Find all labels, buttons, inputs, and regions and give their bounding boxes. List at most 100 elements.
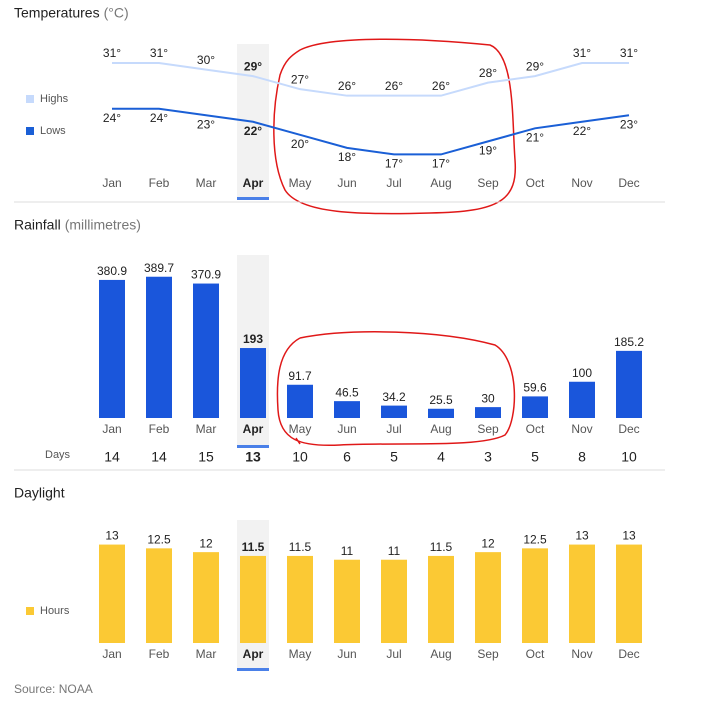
- annotation-circle: [276, 331, 516, 447]
- highlight-underline: [237, 668, 269, 671]
- x-tick-label: Jun: [337, 176, 356, 190]
- x-tick-label: Sep: [477, 422, 499, 436]
- x-tick-label: Aug: [430, 422, 451, 436]
- data-label: 370.9: [191, 268, 221, 282]
- bar: [381, 559, 407, 643]
- bar: [146, 548, 172, 643]
- x-tick-label: Oct: [526, 422, 545, 436]
- data-label: 11.5: [242, 540, 265, 554]
- highlight-underline: [237, 445, 269, 448]
- x-tick-label: Sep: [477, 647, 499, 661]
- bar: [240, 555, 266, 643]
- days-value: 5: [531, 449, 539, 465]
- bar: [146, 276, 172, 418]
- data-label: 28°: [479, 66, 497, 80]
- legend-label: Hours: [40, 605, 70, 617]
- bar: [616, 544, 642, 643]
- data-label: 34.2: [382, 390, 406, 404]
- x-tick-label: Sep: [477, 176, 499, 190]
- legend-label: Lows: [40, 125, 66, 137]
- data-label: 31°: [620, 46, 638, 60]
- x-tick-label: Mar: [196, 422, 217, 436]
- data-label: 18°: [338, 150, 356, 164]
- x-tick-label: May: [289, 647, 312, 661]
- bar: [522, 548, 548, 643]
- data-label: 13: [105, 529, 119, 543]
- data-label: 17°: [385, 157, 403, 171]
- x-tick-label: Mar: [196, 647, 217, 661]
- days-value: 14: [104, 449, 120, 465]
- data-label: 27°: [291, 72, 309, 86]
- bar: [475, 407, 501, 418]
- panel-title: Daylight: [14, 485, 65, 501]
- data-label: 24°: [103, 111, 121, 125]
- x-tick-label: Jul: [386, 176, 401, 190]
- data-label: 185.2: [614, 335, 644, 349]
- panel-unit: (millimetres): [65, 217, 141, 233]
- x-tick-label: May: [289, 176, 312, 190]
- bar: [99, 544, 125, 643]
- bar: [334, 559, 360, 643]
- data-label: 12.5: [147, 533, 171, 547]
- data-label: 11: [388, 544, 401, 558]
- data-label: 23°: [197, 117, 215, 131]
- bar: [287, 384, 313, 418]
- x-tick-label: Jan: [102, 176, 121, 190]
- data-label: 31°: [103, 46, 121, 60]
- panel-title: Temperatures: [14, 5, 100, 21]
- panel-unit: (°C): [104, 5, 129, 21]
- bar: [616, 350, 642, 418]
- data-label: 11.5: [289, 540, 312, 554]
- data-label: 13: [575, 529, 589, 543]
- bar: [240, 348, 266, 418]
- data-label: 46.5: [335, 385, 359, 399]
- data-label: 91.7: [288, 369, 312, 383]
- data-label: 380.9: [97, 264, 127, 278]
- x-tick-label: Jun: [337, 647, 356, 661]
- days-value: 10: [292, 449, 308, 465]
- x-tick-label: Apr: [243, 422, 264, 436]
- data-label: 26°: [432, 79, 450, 93]
- bar: [428, 555, 454, 643]
- data-label: 31°: [150, 46, 168, 60]
- bar: [193, 552, 219, 643]
- x-tick-label: Apr: [243, 176, 264, 190]
- panel-title: Rainfall: [14, 217, 61, 233]
- x-tick-label: Oct: [526, 647, 545, 661]
- bar: [287, 555, 313, 643]
- days-value: 3: [484, 449, 492, 465]
- data-label: 23°: [620, 117, 638, 131]
- days-value: 4: [437, 449, 445, 465]
- bar: [569, 544, 595, 643]
- data-label: 26°: [385, 79, 403, 93]
- bar: [193, 283, 219, 418]
- x-tick-label: Feb: [149, 647, 170, 661]
- bar: [334, 401, 360, 418]
- days-value: 5: [390, 449, 398, 465]
- x-tick-label: Dec: [618, 422, 639, 436]
- data-label: 25.5: [429, 393, 453, 407]
- data-label: 11: [341, 544, 354, 558]
- data-label: 19°: [479, 144, 497, 158]
- data-label: 12: [481, 536, 495, 550]
- x-tick-label: Oct: [526, 176, 545, 190]
- x-tick-label: May: [289, 422, 312, 436]
- x-tick-label: Nov: [571, 647, 592, 661]
- data-label: 30: [481, 391, 495, 405]
- days-value: 10: [621, 449, 637, 465]
- x-tick-label: Apr: [243, 647, 264, 661]
- x-tick-label: Feb: [149, 422, 170, 436]
- highlight-underline: [237, 197, 269, 200]
- x-tick-label: Mar: [196, 176, 217, 190]
- data-label: 11.5: [430, 540, 453, 554]
- data-label: 29°: [244, 59, 262, 73]
- data-label: 30°: [197, 53, 215, 67]
- days-value: 6: [343, 449, 351, 465]
- bar: [99, 279, 125, 418]
- x-tick-label: Jan: [102, 422, 121, 436]
- x-tick-label: Jul: [386, 422, 401, 436]
- days-value: 13: [245, 449, 261, 465]
- legend-swatch: [26, 127, 34, 135]
- data-label: 17°: [432, 157, 450, 171]
- legend-label: Highs: [40, 93, 69, 105]
